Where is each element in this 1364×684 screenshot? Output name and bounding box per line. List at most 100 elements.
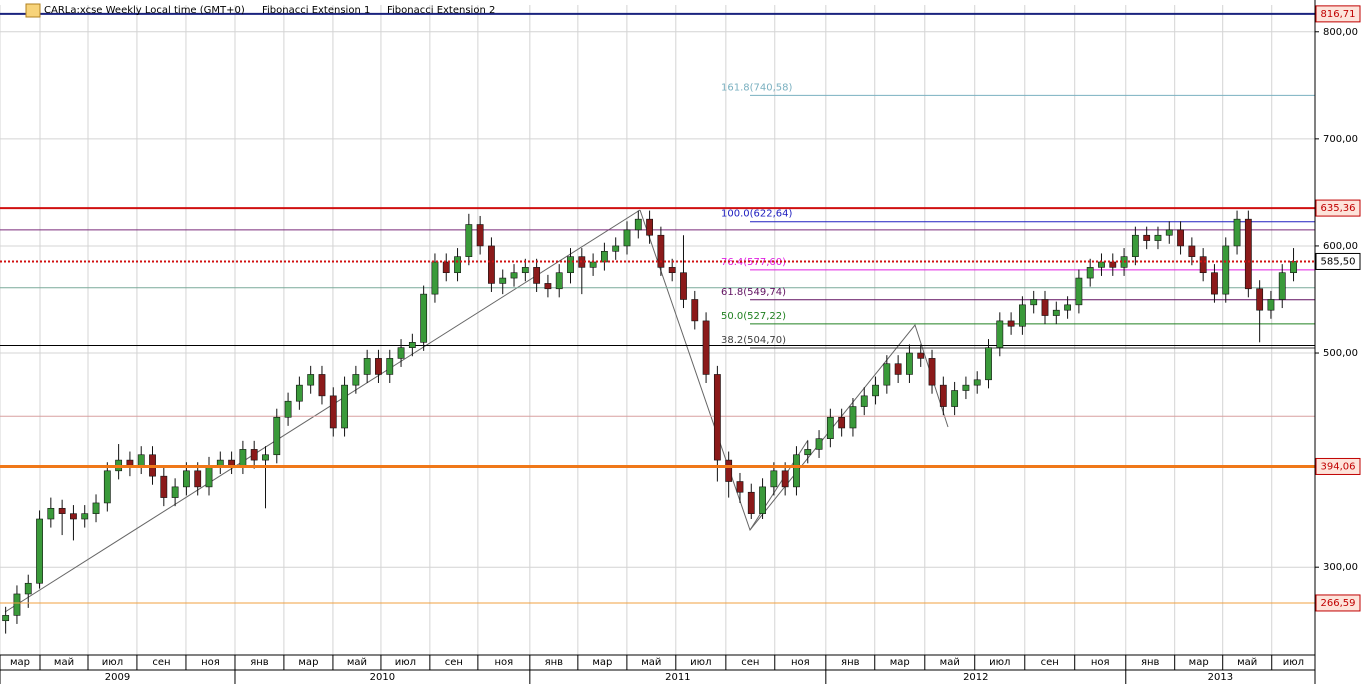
- candle-body: [567, 256, 574, 274]
- candle-body: [420, 293, 428, 343]
- fib-label: 50.0(527,22): [721, 311, 786, 322]
- candle-body: [1233, 218, 1241, 247]
- candle-body: [838, 416, 846, 429]
- candle-body: [928, 358, 936, 386]
- x-tick-label: ноя: [201, 657, 220, 668]
- x-tick-label: янв: [1141, 657, 1160, 668]
- candle-body: [1278, 272, 1286, 300]
- candle-body: [1075, 277, 1083, 306]
- candle-body: [1256, 288, 1264, 311]
- candle-body: [815, 438, 823, 450]
- candle-body: [81, 513, 89, 520]
- candle-body: [725, 459, 733, 482]
- candle-body: [13, 593, 21, 616]
- candle-body: [239, 449, 247, 466]
- x-tick-label: мар: [10, 657, 30, 668]
- x-tick-label: май: [347, 657, 367, 668]
- y-tick-label: 800,00: [1323, 27, 1358, 38]
- x-tick-label: сен: [1041, 657, 1059, 668]
- candle-body: [1086, 267, 1094, 279]
- candle-body: [171, 486, 179, 498]
- price-box: [1315, 5, 1361, 23]
- year-label: 2011: [665, 672, 690, 683]
- candle-body: [860, 395, 868, 407]
- x-tick-label: янв: [545, 657, 564, 668]
- x-tick-label: мар: [1189, 657, 1209, 668]
- candle-body: [386, 358, 394, 375]
- x-tick-label: мар: [890, 657, 910, 668]
- candle-body: [668, 267, 676, 274]
- price-box: [1315, 252, 1361, 270]
- candle-body: [544, 283, 552, 290]
- candle-body: [736, 481, 744, 493]
- x-tick-label: янв: [841, 657, 860, 668]
- candle-body: [47, 507, 55, 520]
- candle-body: [307, 374, 315, 386]
- candle-body: [906, 352, 913, 375]
- candle-body: [533, 267, 541, 284]
- candle-body: [1222, 245, 1230, 295]
- candle-body: [1041, 299, 1049, 316]
- x-tick-label: сен: [152, 657, 170, 668]
- price-label: 394,06: [1321, 461, 1356, 472]
- year-label: 2010: [370, 672, 395, 683]
- x-tick-label: мар: [592, 657, 612, 668]
- candle-body: [510, 272, 518, 279]
- candle-body: [273, 416, 281, 456]
- candle-body: [92, 502, 100, 514]
- candle-body: [1018, 304, 1026, 327]
- symbol-header[interactable]: CARLa:xcse Weekly Local time (GMT+0): [44, 5, 245, 16]
- candle-body: [2, 615, 10, 622]
- candle-body: [1098, 261, 1105, 268]
- price-label: 266,59: [1321, 598, 1356, 609]
- candle-body: [973, 379, 981, 386]
- x-tick-label: янв: [250, 657, 269, 668]
- candle-body: [1290, 261, 1297, 274]
- candle-body: [1154, 234, 1162, 241]
- fib-header[interactable]: Fibonacci Extension 1: [262, 5, 370, 16]
- y-tick-label: 700,00: [1323, 134, 1358, 145]
- candle-body: [126, 459, 134, 466]
- candle-body: [352, 374, 360, 386]
- x-tick-label: июл: [690, 657, 711, 668]
- x-tick-label: ноя: [1091, 657, 1110, 668]
- x-tick-label: июл: [1283, 657, 1304, 668]
- candle-body: [408, 342, 416, 348]
- candle-body: [623, 229, 631, 247]
- candle-body: [612, 245, 620, 252]
- candle-body: [36, 518, 43, 584]
- year-label: 2012: [963, 672, 988, 683]
- symbol-icon[interactable]: [25, 3, 41, 18]
- fib-label: 38.2(504,70): [721, 335, 786, 346]
- candle-body: [702, 320, 710, 375]
- x-tick-label: май: [54, 657, 74, 668]
- candle-body: [713, 374, 721, 461]
- candle-body: [521, 267, 529, 274]
- candle-body: [1165, 229, 1173, 236]
- candle-body: [205, 465, 213, 488]
- candle-body: [600, 250, 608, 263]
- x-tick-label: сен: [445, 657, 463, 668]
- candle-body: [341, 384, 348, 429]
- candle-body: [985, 347, 992, 381]
- y-tick-label: 300,00: [1323, 562, 1358, 573]
- price-label: 585,50: [1321, 256, 1356, 267]
- candle-body: [1267, 299, 1275, 311]
- fib-label: 61.8(549,74): [721, 287, 786, 298]
- candle-body: [770, 470, 778, 488]
- candle-body: [759, 486, 766, 514]
- candle-body: [103, 470, 111, 504]
- year-label: 2013: [1208, 672, 1233, 683]
- candle-body: [555, 272, 563, 290]
- fib-header[interactable]: Fibonacci Extension 2: [387, 5, 495, 16]
- candle-body: [431, 261, 439, 295]
- candle-body: [329, 395, 337, 429]
- candle-body: [691, 299, 699, 322]
- candle-body: [781, 470, 789, 488]
- price-box: [1315, 457, 1361, 475]
- candle-body: [250, 449, 258, 461]
- candle-body: [793, 454, 800, 488]
